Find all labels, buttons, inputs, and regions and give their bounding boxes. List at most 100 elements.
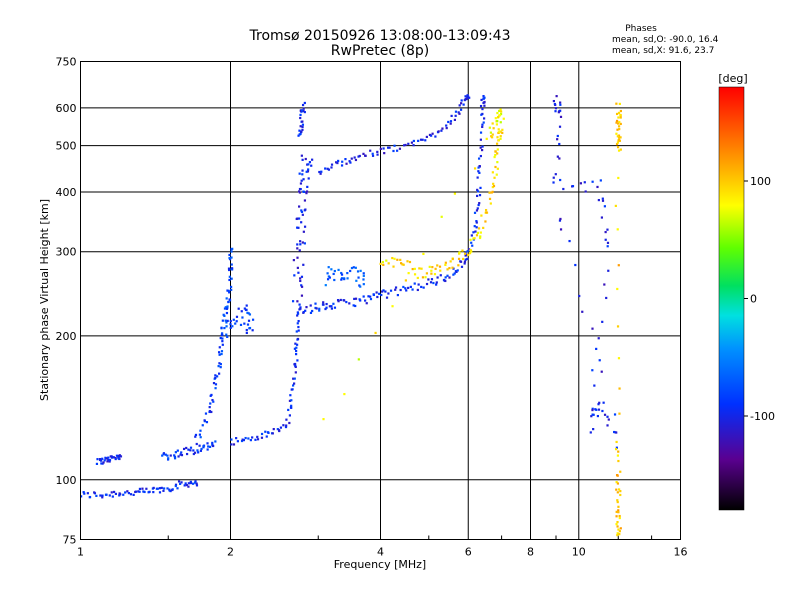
- data-point: [619, 116, 622, 119]
- data-point: [449, 120, 453, 123]
- data-point: [299, 132, 302, 136]
- data-point: [247, 437, 250, 440]
- data-point: [475, 221, 478, 224]
- data-point: [362, 152, 365, 155]
- data-point: [228, 253, 231, 257]
- data-point: [278, 429, 281, 433]
- data-point: [343, 299, 346, 302]
- data-point: [403, 144, 406, 147]
- data-point: [160, 486, 163, 489]
- data-point: [494, 150, 497, 153]
- data-point: [337, 268, 340, 272]
- data-point: [152, 490, 155, 494]
- data-point: [218, 372, 221, 375]
- data-point: [492, 184, 496, 188]
- data-point: [217, 365, 220, 368]
- data-point: [294, 342, 297, 345]
- data-point: [299, 279, 302, 283]
- data-point: [465, 97, 468, 101]
- y-tick-label: 300: [56, 246, 77, 259]
- info-line-o: mean, sd,O: -90.0, 16.4: [612, 35, 719, 45]
- data-point: [496, 136, 499, 139]
- data-point: [454, 110, 458, 113]
- data-point: [142, 490, 145, 493]
- data-point: [407, 142, 410, 145]
- data-point: [484, 220, 487, 223]
- data-point: [491, 171, 494, 174]
- data-point: [484, 208, 488, 212]
- data-point: [308, 161, 312, 164]
- data-point: [616, 454, 620, 457]
- data-point: [617, 357, 621, 360]
- data-point: [502, 117, 505, 120]
- data-point: [376, 153, 379, 156]
- data-point: [469, 238, 472, 241]
- data-point: [162, 452, 166, 455]
- data-point: [489, 131, 493, 134]
- data-point: [399, 258, 402, 261]
- data-point: [229, 326, 232, 329]
- data-point: [292, 377, 295, 380]
- data-point: [163, 487, 166, 490]
- data-point: [411, 267, 414, 271]
- data-point: [291, 384, 295, 387]
- data-point: [592, 428, 595, 431]
- data-point: [303, 110, 306, 114]
- data-point: [616, 482, 620, 485]
- data-point: [296, 266, 299, 269]
- data-point: [112, 456, 115, 459]
- data-point: [166, 454, 169, 457]
- data-point: [189, 446, 193, 449]
- data-point: [618, 102, 621, 105]
- data-point: [559, 217, 562, 221]
- data-point: [322, 303, 325, 306]
- data-point: [555, 95, 558, 98]
- data-point: [591, 408, 594, 412]
- data-point: [95, 494, 98, 498]
- data-point: [296, 322, 299, 325]
- data-point: [602, 401, 605, 404]
- data-point: [185, 446, 188, 450]
- data-point: [574, 263, 577, 267]
- data-point: [461, 257, 465, 261]
- data-point: [199, 436, 202, 439]
- data-point: [591, 407, 594, 410]
- data-point: [247, 319, 251, 322]
- data-point: [176, 449, 179, 452]
- data-point: [492, 182, 495, 185]
- data-point: [296, 243, 299, 246]
- data-point: [300, 275, 304, 278]
- data-point: [439, 274, 442, 277]
- data-point: [145, 487, 148, 490]
- data-point: [478, 236, 482, 240]
- data-point: [245, 328, 248, 332]
- data-point: [295, 346, 298, 349]
- data-point: [495, 142, 499, 145]
- data-points: [81, 94, 622, 537]
- data-point: [477, 227, 481, 230]
- data-point: [358, 154, 361, 158]
- data-point: [371, 152, 374, 155]
- data-point: [491, 190, 494, 193]
- data-point: [208, 410, 212, 413]
- data-point: [453, 118, 457, 121]
- data-point: [617, 511, 620, 514]
- data-point: [372, 293, 375, 296]
- data-point: [556, 134, 559, 138]
- data-point: [616, 534, 619, 537]
- data-point: [197, 451, 200, 454]
- data-point: [595, 347, 598, 351]
- data-point: [452, 273, 455, 276]
- data-point: [446, 268, 449, 271]
- data-point: [444, 263, 447, 267]
- data-point: [579, 182, 583, 185]
- data-point: [471, 244, 474, 247]
- data-point: [494, 117, 497, 120]
- data-point: [616, 325, 620, 328]
- data-point: [294, 364, 297, 367]
- data-point: [100, 462, 103, 465]
- data-point: [88, 495, 92, 499]
- data-point: [193, 451, 197, 454]
- data-point: [382, 263, 385, 267]
- data-point: [225, 297, 228, 300]
